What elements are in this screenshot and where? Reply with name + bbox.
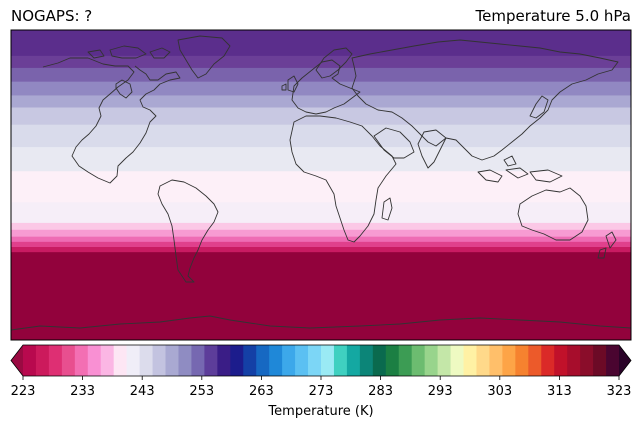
coastline-europe — [291, 59, 361, 115]
colorbar-tick-label: 313 — [546, 384, 572, 399]
colorbar-segment — [333, 345, 348, 376]
colorbar-tick-label: 263 — [248, 384, 274, 399]
colorbar-segment — [113, 345, 128, 376]
colorbar-tick-label: 303 — [487, 384, 513, 399]
field-title: Temperature 5.0 hPa — [475, 7, 631, 25]
temperature-band-15 — [11, 252, 631, 340]
colorbar-segment — [580, 345, 594, 376]
colorbar-segment — [269, 345, 283, 376]
temperature-band-0 — [11, 30, 631, 57]
colorbar-tick-label: 223 — [10, 384, 36, 399]
colorbar-segment — [450, 345, 464, 376]
temperature-band-8 — [11, 171, 631, 203]
temperature-band-9 — [11, 202, 631, 224]
coastline-indonesia — [477, 155, 563, 183]
colorbar-segment — [502, 345, 516, 376]
colorbar-segment — [308, 345, 322, 376]
colorbar-segment — [204, 345, 218, 376]
temperature-band-2 — [11, 67, 631, 83]
coastline-arctic-islands — [87, 45, 171, 59]
colorbar-segment — [372, 345, 387, 376]
colorbar-segment — [191, 345, 205, 376]
colorbar-segment — [321, 345, 335, 376]
colorbar — [10, 344, 632, 380]
colorbar-label: Temperature (K) — [268, 404, 374, 419]
colorbar-tick-label: 243 — [129, 384, 155, 399]
temperature-map — [10, 29, 632, 341]
colorbar-segment — [152, 345, 166, 376]
coastline-hudson-bay — [115, 79, 133, 99]
colorbar-segment — [139, 345, 153, 376]
colorbar-segment — [282, 345, 296, 376]
temperature-band-4 — [11, 95, 631, 108]
coastline-greenland — [177, 35, 231, 79]
colorbar-segment — [295, 345, 309, 376]
colorbar-segment — [411, 345, 426, 376]
colorbar-segment — [100, 345, 115, 376]
colorbar-segment — [437, 345, 451, 376]
colorbar-segment — [463, 345, 477, 376]
coastline-japan — [529, 95, 549, 119]
colorbar-tick-label: 323 — [606, 384, 632, 399]
colorbar-segment — [165, 345, 179, 376]
temperature-band-7 — [11, 147, 631, 172]
colorbar-tick-label: 253 — [189, 384, 215, 399]
colorbar-segment — [398, 345, 413, 376]
colorbar-segment — [476, 345, 490, 376]
colorbar-tick-label: 283 — [368, 384, 394, 399]
colorbar-segment — [346, 345, 361, 376]
colorbar-segment — [87, 345, 102, 376]
temperature-band-12 — [11, 236, 631, 243]
colorbar-segment — [385, 345, 400, 376]
colorbar-segment — [217, 345, 231, 376]
coastline-antarctica — [11, 315, 631, 331]
colorbar-tick-label: 273 — [308, 384, 334, 399]
colorbar-segment — [126, 345, 141, 376]
colorbar-segment — [48, 345, 63, 376]
colorbar-segment — [567, 345, 581, 376]
colorbar-segment — [606, 345, 620, 376]
coastline-north-america — [42, 57, 181, 184]
coastline-madagascar — [381, 197, 393, 221]
coastline-south-america — [157, 179, 219, 283]
coastline-australia — [517, 187, 589, 241]
colorbar-segment — [256, 345, 270, 376]
colorbar-segment — [489, 345, 503, 376]
coastline-africa — [289, 115, 397, 243]
coastline-british-isles — [281, 75, 299, 93]
temperature-band-3 — [11, 81, 631, 96]
colorbar-segment — [528, 345, 542, 376]
colorbar-segment — [541, 345, 555, 376]
temperature-band-10 — [11, 222, 631, 231]
coastline-india — [417, 129, 447, 169]
temperature-band-14 — [11, 247, 631, 253]
colorbar-tick-label: 293 — [427, 384, 453, 399]
colorbar-segment — [61, 345, 76, 376]
colorbar-segment — [35, 345, 50, 376]
colorbar-segment — [554, 345, 568, 376]
colorbar-segment — [23, 345, 37, 376]
model-title: NOGAPS: ? — [11, 7, 93, 25]
coastline-new-zealand — [597, 231, 617, 259]
coastline-scandinavia — [315, 47, 353, 79]
colorbar-segment — [359, 345, 374, 376]
colorbar-segment — [178, 345, 192, 376]
colorbar-segment — [74, 345, 89, 376]
coastline-asia — [351, 39, 619, 161]
colorbar-segment — [593, 345, 607, 376]
colorbar-segment — [230, 345, 244, 376]
colorbar-under-extension — [11, 345, 23, 376]
temperature-band-6 — [11, 124, 631, 148]
coastline-arabia — [373, 127, 415, 159]
colorbar-segment — [515, 345, 529, 376]
temperature-band-11 — [11, 229, 631, 238]
map-frame — [10, 29, 632, 341]
colorbar-segment — [424, 345, 439, 376]
colorbar-tick-label: 233 — [70, 384, 96, 399]
colorbar-segment — [243, 345, 257, 376]
colorbar-over-extension — [619, 345, 631, 376]
temperature-band-13 — [11, 241, 631, 248]
